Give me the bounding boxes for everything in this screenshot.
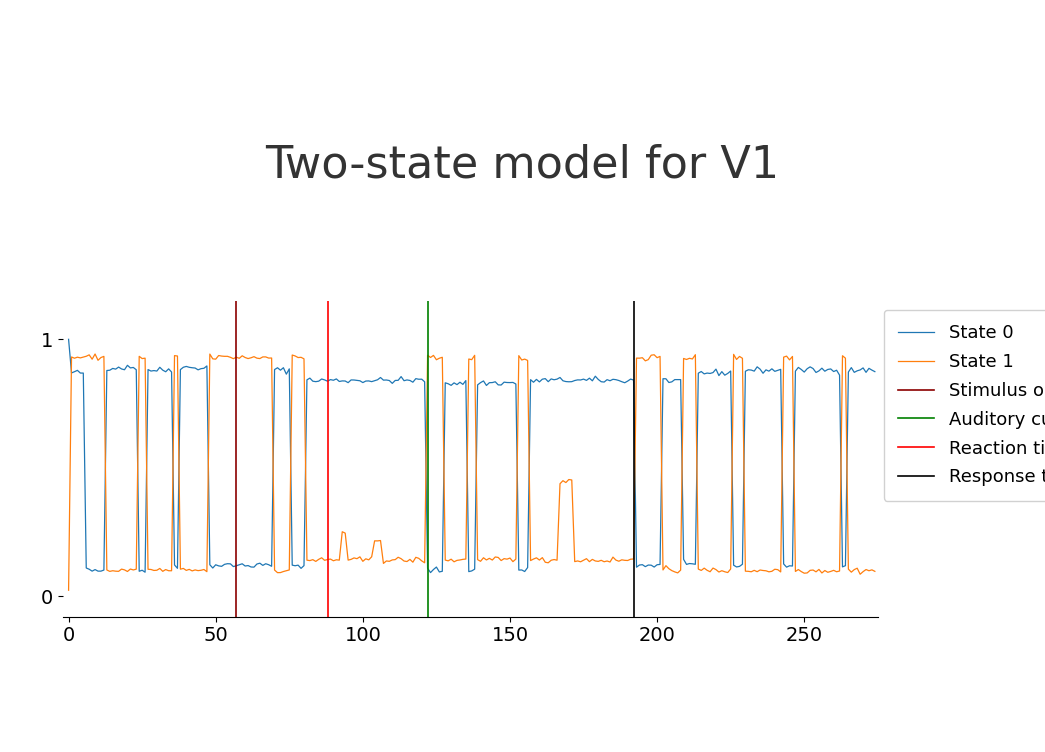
State 1 bbox=[254, 354, 266, 363]
State 0 bbox=[627, 375, 640, 384]
State 1 bbox=[568, 557, 581, 566]
State 0 bbox=[424, 568, 437, 577]
State 0 bbox=[512, 566, 525, 575]
State 1 bbox=[89, 350, 101, 359]
State 0 bbox=[548, 375, 560, 384]
State 0 bbox=[333, 377, 346, 386]
State 1 bbox=[627, 554, 640, 563]
Line: State 1: State 1 bbox=[69, 354, 875, 590]
State 1 bbox=[336, 527, 349, 536]
State 0 bbox=[251, 559, 263, 569]
State 1 bbox=[63, 586, 75, 595]
Line: State 0: State 0 bbox=[69, 339, 875, 572]
State 1 bbox=[548, 555, 560, 564]
Text: Two-state model for V1: Two-state model for V1 bbox=[265, 144, 780, 187]
Legend: State 0, State 1, Stimulus onset, Auditory cue, Reaction time, Response time: State 0, State 1, Stimulus onset, Audito… bbox=[884, 310, 1045, 501]
State 1 bbox=[512, 351, 525, 360]
State 0 bbox=[568, 376, 581, 385]
State 0 bbox=[868, 367, 881, 376]
State 0 bbox=[63, 335, 75, 344]
State 1 bbox=[868, 567, 881, 576]
